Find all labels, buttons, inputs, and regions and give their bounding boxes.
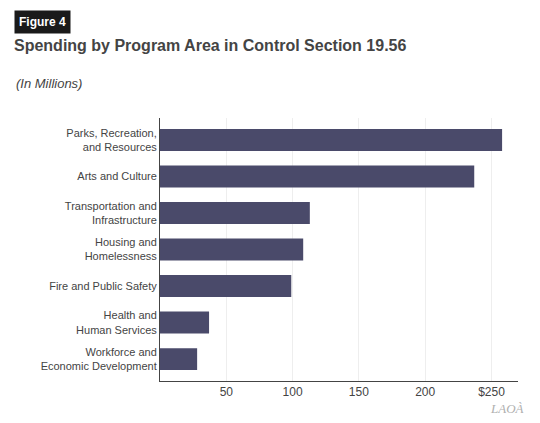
svg-text:LAOÀ: LAOÀ [490,401,524,416]
svg-text:Transportation andInfrastructu: Transportation andInfrastructure [65,200,157,226]
svg-text:Parks, Recreation,and Resource: Parks, Recreation,and Resources [66,127,157,153]
svg-text:(In Millions): (In Millions) [16,76,82,91]
svg-text:200: 200 [415,385,435,399]
svg-text:Spending by Program Area in Co: Spending by Program Area in Control Sect… [14,37,406,54]
svg-text:100: 100 [283,385,303,399]
svg-text:Figure 4: Figure 4 [19,15,66,29]
svg-text:Arts and Culture: Arts and Culture [77,170,156,182]
svg-text:Workforce andEconomic Developm: Workforce andEconomic Development [41,346,157,372]
svg-text:Health andHuman Services: Health andHuman Services [76,309,157,335]
svg-text:$250: $250 [478,385,505,399]
svg-text:150: 150 [349,385,369,399]
svg-text:Housing andHomelessness: Housing andHomelessness [85,236,158,262]
svg-text:Fire and Public Safety: Fire and Public Safety [49,280,157,292]
svg-text:50: 50 [220,385,234,399]
